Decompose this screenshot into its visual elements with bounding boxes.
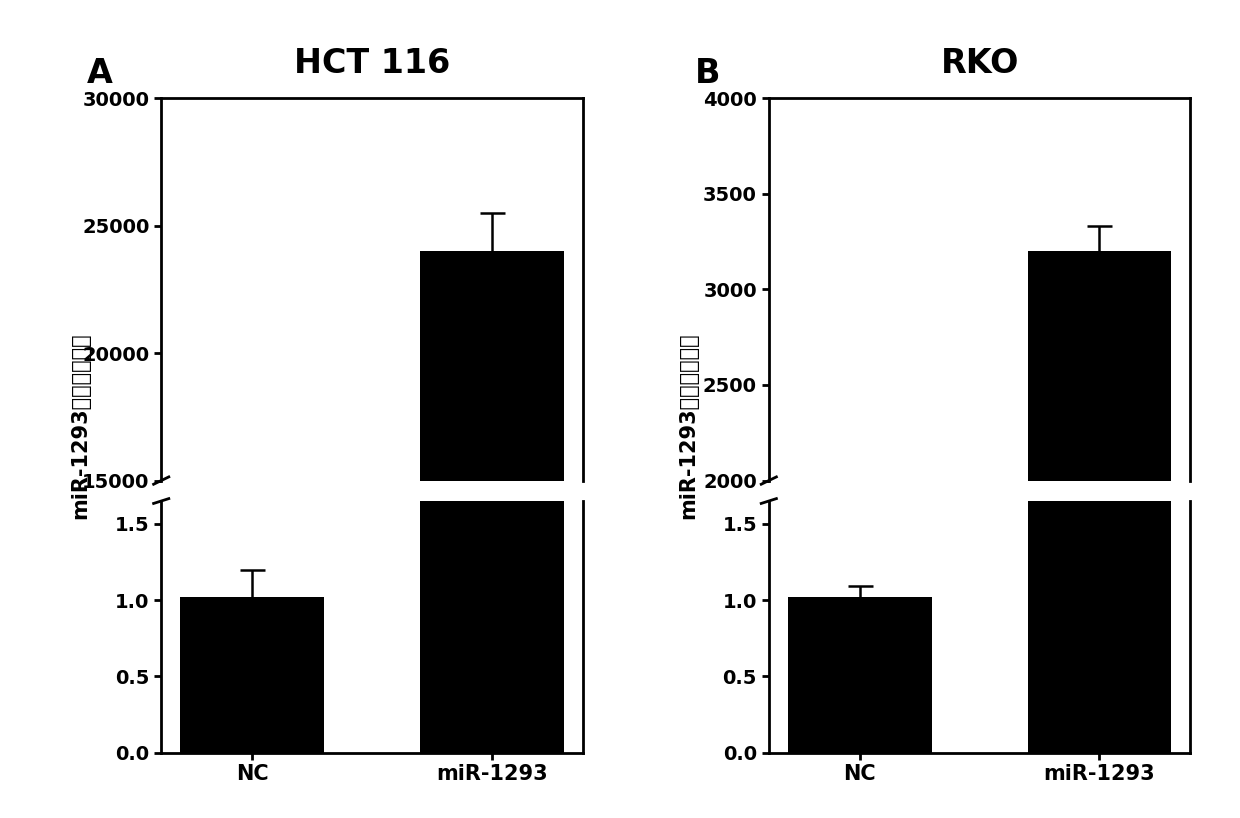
Text: miR-1293相对表达水平: miR-1293相对表达水平 (678, 332, 698, 519)
Bar (180, 597, 324, 753)
Bar (420, 251, 564, 818)
Bar (420, 0, 564, 753)
Text: A: A (87, 57, 113, 90)
Bar (787, 597, 931, 753)
Bar (1028, 251, 1172, 818)
Title: HCT 116: HCT 116 (294, 47, 450, 80)
Text: miR-1293相对表达水平: miR-1293相对表达水平 (71, 332, 91, 519)
Bar (1028, 0, 1172, 753)
Title: RKO: RKO (940, 47, 1019, 80)
Text: B: B (694, 57, 720, 90)
